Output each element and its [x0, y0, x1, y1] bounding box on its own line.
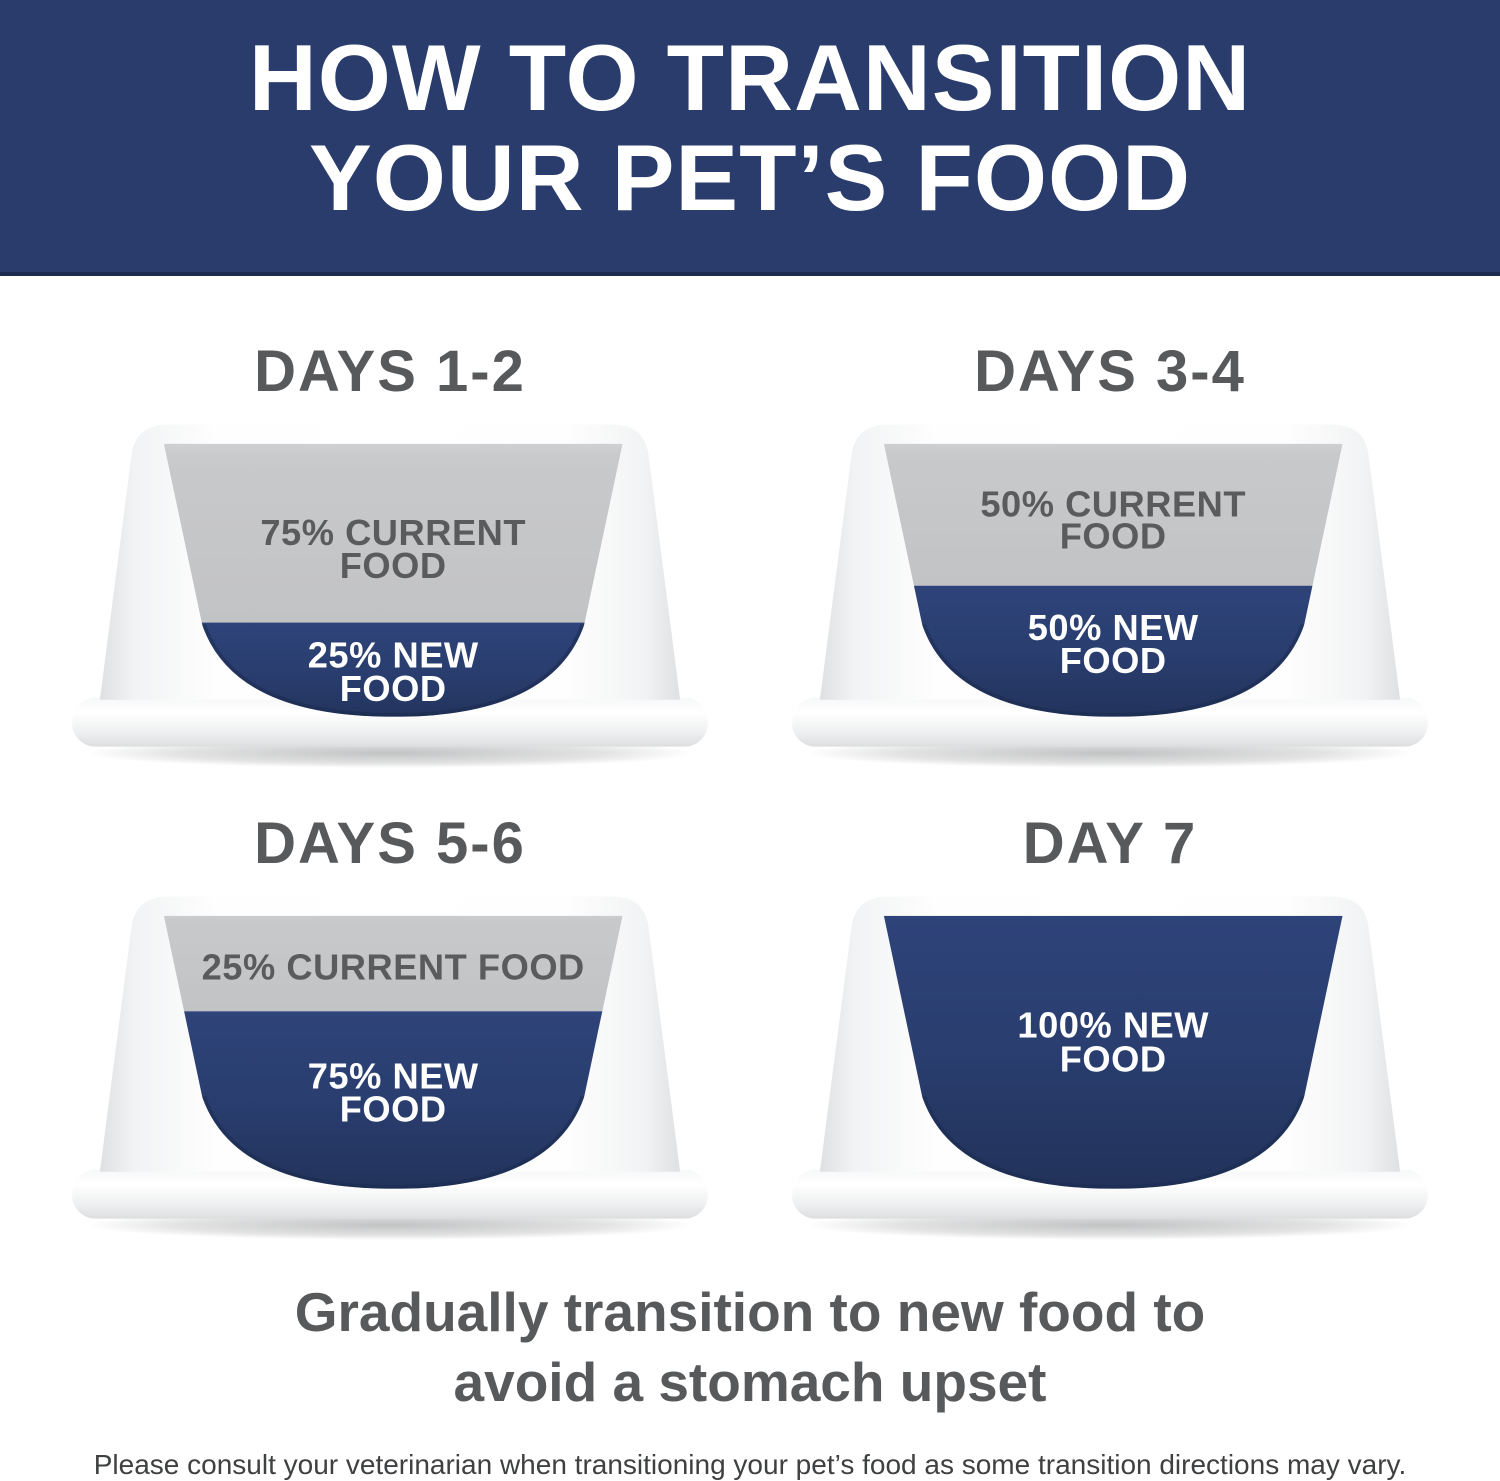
- footer: Gradually transition to new food to avoi…: [0, 1277, 1500, 1481]
- bowl-inner-rim: [918, 1096, 1308, 1190]
- current-food-label-line-2: FOOD: [340, 545, 447, 586]
- panel-title-day-7: DAY 7: [1022, 811, 1198, 877]
- panel-title-days-3-4: DAYS 3-4: [974, 339, 1246, 404]
- current-food-label-line-1: 50% CURRENT: [980, 483, 1246, 524]
- new-food-label-line-1: 25% NEW: [308, 635, 479, 676]
- new-food-label-line-1: 75% NEW: [308, 1056, 479, 1097]
- bowl-base: [72, 697, 708, 747]
- new-food-label-line-2: FOOD: [340, 1089, 447, 1130]
- bowl-graphic-day-7: 100% NEW FOOD: [792, 896, 1428, 1241]
- panel-title-days-1-2: DAYS 1-2: [254, 339, 526, 404]
- new-food-label-line-2: FOOD: [1060, 1039, 1167, 1080]
- current-food-fill: [163, 443, 623, 623]
- header-banner: HOW TO TRANSITION YOUR PET’S FOOD: [0, 0, 1500, 276]
- page-title-line-2: YOUR PET’S FOOD: [309, 124, 1191, 230]
- bowl-base: [792, 1169, 1428, 1219]
- panel-days-1-2: DAYS 1-2 75% CURRENT FOOD 25% NEW FOOD: [70, 340, 710, 778]
- new-food-label-line-2: FOOD: [340, 668, 447, 709]
- bowl-graphic-days-3-4: 50% CURRENT FOOD 50% NEW FOOD: [792, 424, 1428, 768]
- current-food-label-line-2: FOOD: [1060, 515, 1167, 556]
- new-food-label-line-1: 100% NEW: [1017, 1005, 1209, 1046]
- footer-headline-line-2: avoid a stomach upset: [453, 1351, 1047, 1414]
- panel-title-days-5-6: DAYS 5-6: [254, 811, 526, 877]
- bowl-inner-rim: [918, 623, 1308, 717]
- new-food-fill: [883, 915, 1343, 1190]
- new-food-label-line-2: FOOD: [1060, 640, 1167, 681]
- current-food-label-line-1: 75% CURRENT: [260, 512, 526, 553]
- page-title-line-1: HOW TO TRANSITION: [248, 25, 1252, 130]
- bowl-grid: DAYS 1-2 75% CURRENT FOOD 25% NEW FOOD D…: [0, 276, 1500, 1251]
- footer-headline: Gradually transition to new food to avoi…: [0, 1277, 1500, 1418]
- panel-day-7: DAY 7 100% NEW FOOD: [790, 812, 1430, 1250]
- bowl-inner-rim: [198, 1096, 588, 1190]
- current-food-fill: [883, 443, 1343, 586]
- page-title: HOW TO TRANSITION YOUR PET’S FOOD: [0, 0, 1500, 227]
- footer-headline-line-1: Gradually transition to new food to: [294, 1280, 1206, 1343]
- panel-days-3-4: DAYS 3-4 50% CURRENT FOOD 50% NEW FOOD: [790, 340, 1430, 778]
- new-food-label-line-1: 50% NEW: [1028, 607, 1199, 648]
- disclaimer-text: Please consult your veterinarian when tr…: [93, 1448, 1407, 1480]
- bowl-graphic-days-1-2: 75% CURRENT FOOD 25% NEW FOOD: [72, 424, 708, 768]
- bowl-base: [792, 697, 1428, 747]
- current-food-fill: [163, 915, 623, 1012]
- bowl-inner-rim: [198, 623, 588, 717]
- panel-days-5-6: DAYS 5-6 25% CURRENT FOOD 75% NEW FOOD: [70, 812, 710, 1250]
- bowl-graphic-days-5-6: 25% CURRENT FOOD 75% NEW FOOD: [72, 896, 708, 1241]
- current-food-label-line-1: 25% CURRENT FOOD: [202, 947, 585, 988]
- bowl-base: [72, 1169, 708, 1219]
